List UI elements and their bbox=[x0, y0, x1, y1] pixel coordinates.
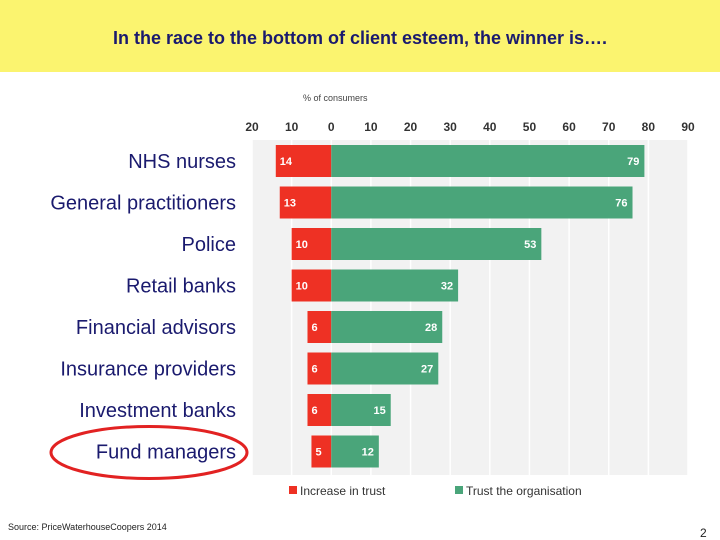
data-label-trust: 32 bbox=[441, 281, 453, 293]
bar-increase-in-trust bbox=[311, 435, 332, 468]
legend-swatch-increase bbox=[289, 486, 297, 494]
bar-trust-the-organisation bbox=[331, 435, 379, 468]
bar-increase-in-trust bbox=[275, 145, 332, 177]
category-label: NHS nurses bbox=[128, 151, 236, 173]
axis-unit-label: % of consumers bbox=[303, 93, 368, 103]
bar-trust-the-organisation bbox=[331, 394, 391, 426]
category-label: Fund managers bbox=[96, 442, 236, 464]
bar-trust-the-organisation bbox=[331, 186, 633, 219]
data-label-trust: 28 bbox=[425, 322, 437, 334]
category-label: Police bbox=[182, 234, 236, 256]
x-tick-label: 20 bbox=[404, 120, 418, 134]
x-tick-label: 10 bbox=[285, 120, 299, 134]
x-tick-label: 80 bbox=[642, 120, 656, 134]
data-label-trust: 76 bbox=[615, 198, 627, 210]
bar-trust-the-organisation bbox=[331, 352, 439, 385]
bar-trust-the-organisation bbox=[331, 269, 459, 302]
category-label: Investment banks bbox=[79, 400, 236, 422]
data-label-increase: 10 bbox=[296, 281, 308, 293]
category-label: General practitioners bbox=[50, 193, 236, 215]
bar-increase-in-trust bbox=[307, 352, 332, 385]
x-tick-label: 40 bbox=[483, 120, 497, 134]
x-tick-label: 50 bbox=[523, 120, 537, 134]
data-label-increase: 6 bbox=[311, 322, 317, 334]
bar-increase-in-trust bbox=[307, 394, 332, 426]
bar-trust-the-organisation bbox=[331, 228, 542, 260]
page-number: 2 bbox=[700, 526, 707, 540]
x-tick-label: 30 bbox=[444, 120, 458, 134]
legend-swatch-trust bbox=[455, 486, 463, 494]
x-tick-label: 90 bbox=[681, 120, 695, 134]
data-label-increase: 6 bbox=[311, 405, 317, 417]
bar-trust-the-organisation bbox=[331, 145, 645, 177]
category-label: Financial advisors bbox=[76, 317, 236, 339]
data-label-trust: 53 bbox=[524, 239, 536, 251]
data-label-trust: 79 bbox=[627, 156, 639, 168]
slide-title: In the race to the bottom of client este… bbox=[112, 28, 608, 48]
title-banner bbox=[0, 0, 720, 72]
data-label-increase: 10 bbox=[296, 239, 308, 251]
x-tick-label: 20 bbox=[245, 120, 259, 134]
x-tick-label: 0 bbox=[328, 120, 335, 134]
data-label-increase: 5 bbox=[315, 447, 321, 459]
legend-label-increase: Increase in trust bbox=[300, 484, 386, 498]
highlight-ellipse bbox=[49, 425, 249, 480]
x-tick-label: 60 bbox=[562, 120, 576, 134]
source-note: Source: PriceWaterhouseCoopers 2014 bbox=[8, 522, 167, 532]
data-label-trust: 27 bbox=[421, 364, 433, 376]
data-label-increase: 14 bbox=[280, 156, 293, 168]
data-label-increase: 13 bbox=[284, 198, 296, 210]
bar-increase-in-trust bbox=[279, 186, 332, 219]
data-label-increase: 6 bbox=[311, 364, 317, 376]
data-label-trust: 12 bbox=[362, 447, 374, 459]
bar-increase-in-trust bbox=[291, 228, 332, 260]
category-label: Retail banks bbox=[126, 276, 236, 298]
bar-increase-in-trust bbox=[291, 269, 332, 302]
bar-trust-the-organisation bbox=[331, 311, 443, 343]
bar-increase-in-trust bbox=[307, 311, 332, 343]
x-tick-label: 70 bbox=[602, 120, 616, 134]
category-label: Insurance providers bbox=[60, 359, 236, 381]
data-label-trust: 15 bbox=[373, 405, 385, 417]
legend-label-trust: Trust the organisation bbox=[466, 484, 582, 498]
x-tick-label: 10 bbox=[364, 120, 378, 134]
